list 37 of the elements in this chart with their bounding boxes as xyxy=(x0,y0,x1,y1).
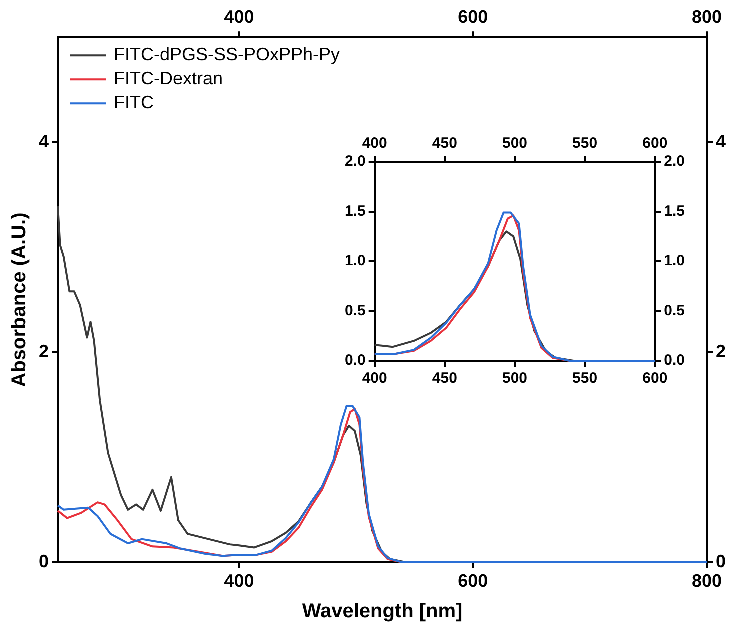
x2-tick-label: 550 xyxy=(572,135,598,152)
x2-tick-label: 600 xyxy=(458,6,488,27)
x-axis-title: Wavelength [nm] xyxy=(302,600,463,623)
legend-label: FITC xyxy=(114,92,154,113)
y2-tick-label: 1.0 xyxy=(664,252,686,270)
x-tick-label: 450 xyxy=(432,370,458,388)
x2-tick-label: 500 xyxy=(502,135,528,152)
y-tick-label: 4 xyxy=(38,132,50,152)
x2-tick-label: 450 xyxy=(432,135,458,152)
y2-tick-label: 0.5 xyxy=(664,302,686,320)
x2-tick-label: 400 xyxy=(362,135,388,152)
y-axis-title: Absorbance (A.U.) xyxy=(8,212,31,388)
y2-tick-label: 0 xyxy=(716,551,726,572)
y-tick-label: 1.0 xyxy=(344,252,366,270)
legend-label: FITC-dPGS-SS-POxPPh-Py xyxy=(114,44,340,65)
x-tick-label: 600 xyxy=(642,370,668,388)
y-tick-label: 0 xyxy=(38,551,50,572)
y2-tick-label: 0.0 xyxy=(664,352,686,370)
x-tick-label: 400 xyxy=(362,370,388,388)
x-tick-label: 800 xyxy=(692,571,722,592)
x2-tick-label: 800 xyxy=(692,6,722,27)
x2-tick-label: 400 xyxy=(224,6,254,27)
y-tick-label: 2 xyxy=(38,341,50,362)
x-tick-label: 500 xyxy=(502,370,528,388)
x-tick-label: 400 xyxy=(224,571,254,592)
x-tick-label: 600 xyxy=(458,571,488,592)
y2-tick-label: 2 xyxy=(716,341,726,362)
y2-tick-label: 1.5 xyxy=(664,202,686,220)
y2-tick-label: 4 xyxy=(716,132,726,152)
y2-tick-label: 2.0 xyxy=(664,153,686,170)
legend-label: FITC-Dextran xyxy=(114,68,224,89)
y-tick-label: 2.0 xyxy=(344,153,366,170)
y-tick-label: 1.5 xyxy=(344,202,366,220)
x-tick-label: 550 xyxy=(572,370,598,388)
y-tick-label: 0.0 xyxy=(344,352,366,370)
y-tick-label: 0.5 xyxy=(344,302,366,320)
x2-tick-label: 600 xyxy=(642,135,668,152)
